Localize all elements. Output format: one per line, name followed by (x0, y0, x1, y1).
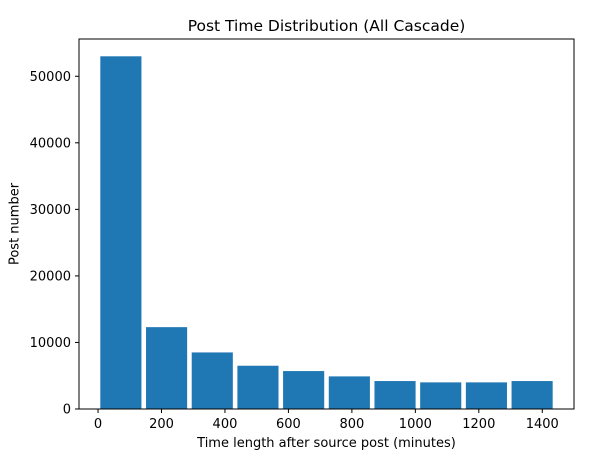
y-tick-label: 0 (63, 403, 71, 418)
x-tick-label: 1200 (462, 417, 495, 432)
x-axis-ticks: 0 200 400 600 800 1000 1200 1400 (94, 409, 559, 432)
y-axis-label: Post number (8, 182, 23, 265)
y-tick-label: 30000 (30, 203, 71, 218)
x-tick-label: 600 (276, 417, 301, 432)
y-tick-label: 20000 (30, 269, 71, 284)
bars-layer (100, 56, 553, 410)
y-axis-ticks: 0 10000 20000 30000 40000 50000 (30, 70, 79, 418)
x-tick-label: 0 (94, 417, 102, 432)
histogram-bar (511, 381, 553, 409)
histogram-bar (191, 352, 233, 409)
x-tick-label: 400 (213, 417, 238, 432)
histogram-bar (465, 382, 507, 409)
histogram-bar (420, 382, 462, 409)
histogram-bar (283, 371, 325, 409)
y-tick-label: 50000 (30, 70, 71, 85)
histogram-bar (146, 327, 188, 409)
chart-title: Post Time Distribution (All Cascade) (188, 17, 466, 35)
x-tick-label: 1400 (526, 417, 559, 432)
x-tick-label: 200 (149, 417, 174, 432)
y-tick-label: 10000 (30, 336, 71, 351)
plot-frame (78, 38, 575, 410)
y-tick-label: 40000 (30, 136, 71, 151)
x-tick-label: 800 (339, 417, 364, 432)
histogram-bar (100, 56, 142, 410)
histogram-bar (374, 381, 416, 409)
x-axis-label: Time length after source post (minutes) (196, 436, 456, 451)
histogram-bar (328, 376, 370, 409)
histogram-bar (237, 365, 279, 409)
x-tick-label: 1000 (399, 417, 432, 432)
